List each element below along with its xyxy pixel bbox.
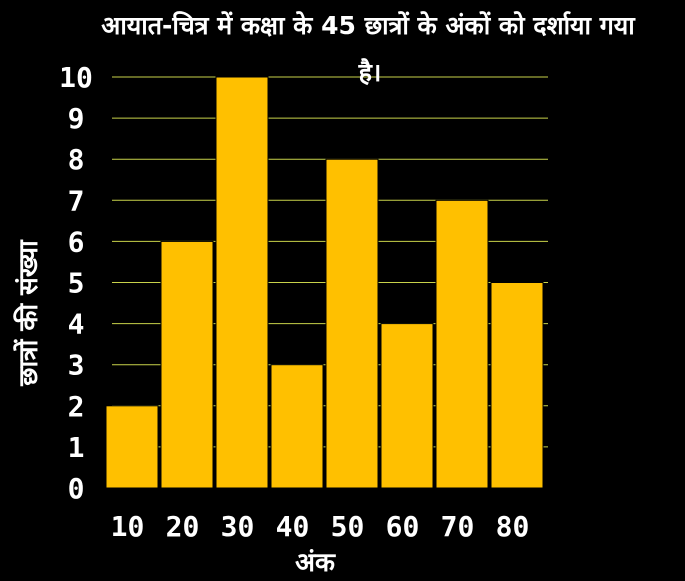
y-tick-label-2: 2 bbox=[68, 390, 85, 423]
y-tick-label-0: 0 bbox=[68, 472, 85, 505]
y-tick-label-3: 3 bbox=[68, 349, 85, 382]
x-tick-label-40: 40 bbox=[276, 510, 310, 543]
chart-title-line-1: आयात-चित्र में कक्षा के 45 छात्रों के अं… bbox=[101, 11, 636, 40]
x-tick-label-60: 60 bbox=[386, 510, 420, 543]
x-tick-label-10: 10 bbox=[111, 510, 145, 543]
x-tick-label-80: 80 bbox=[496, 510, 530, 543]
bar-70 bbox=[435, 199, 489, 489]
x-tick-labels: 10 20 30 40 50 60 70 80 bbox=[111, 510, 530, 543]
y-tick-label-6: 6 bbox=[68, 225, 85, 258]
bar-20 bbox=[160, 240, 214, 489]
y-tick-label-9: 9 bbox=[68, 102, 85, 135]
x-tick-label-50: 50 bbox=[331, 510, 365, 543]
bar-30 bbox=[215, 76, 269, 489]
bar-80 bbox=[490, 282, 544, 489]
y-tick-label-7: 7 bbox=[68, 184, 85, 217]
x-tick-label-20: 20 bbox=[166, 510, 200, 543]
x-tick-label-70: 70 bbox=[441, 510, 475, 543]
chart-title-line-2: है। bbox=[358, 58, 382, 87]
y-tick-label-10: 10 bbox=[59, 61, 93, 94]
y-tick-label-5: 5 bbox=[68, 267, 85, 300]
x-axis-label: अंक bbox=[295, 548, 336, 578]
y-tick-labels: 0 1 2 3 4 5 6 7 8 9 10 bbox=[59, 61, 93, 505]
y-axis-label: छात्रों की संख्या bbox=[13, 239, 44, 387]
bar-40 bbox=[270, 364, 324, 489]
y-tick-label-1: 1 bbox=[68, 431, 85, 464]
bars bbox=[105, 76, 544, 489]
bar-50 bbox=[325, 158, 379, 489]
y-tick-label-8: 8 bbox=[68, 143, 85, 176]
bar-10 bbox=[105, 405, 159, 489]
y-tick-label-4: 4 bbox=[68, 308, 85, 341]
x-tick-label-30: 30 bbox=[221, 510, 255, 543]
bar-60 bbox=[380, 323, 434, 489]
